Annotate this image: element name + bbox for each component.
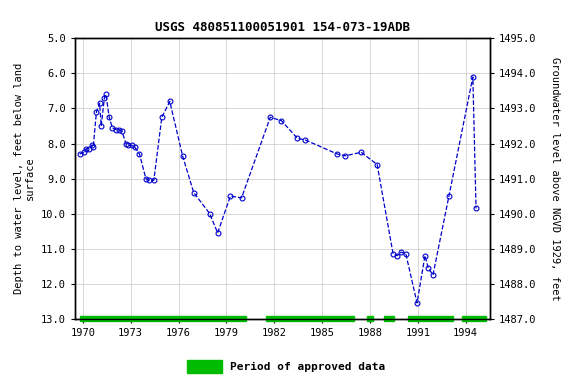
Bar (463, 316, 486, 321)
Title: USGS 480851100051901 154-073-19ADB: USGS 480851100051901 154-073-19ADB (155, 22, 410, 35)
Bar (408, 316, 453, 321)
Bar (187, 360, 222, 373)
Text: Period of approved data: Period of approved data (230, 362, 386, 372)
Bar (367, 316, 373, 321)
Bar (384, 316, 394, 321)
Y-axis label: Groundwater level above NGVD 1929, feet: Groundwater level above NGVD 1929, feet (550, 57, 560, 300)
Bar (79, 316, 245, 321)
Bar (266, 316, 354, 321)
Y-axis label: Depth to water level, feet below land
surface: Depth to water level, feet below land su… (14, 63, 35, 294)
